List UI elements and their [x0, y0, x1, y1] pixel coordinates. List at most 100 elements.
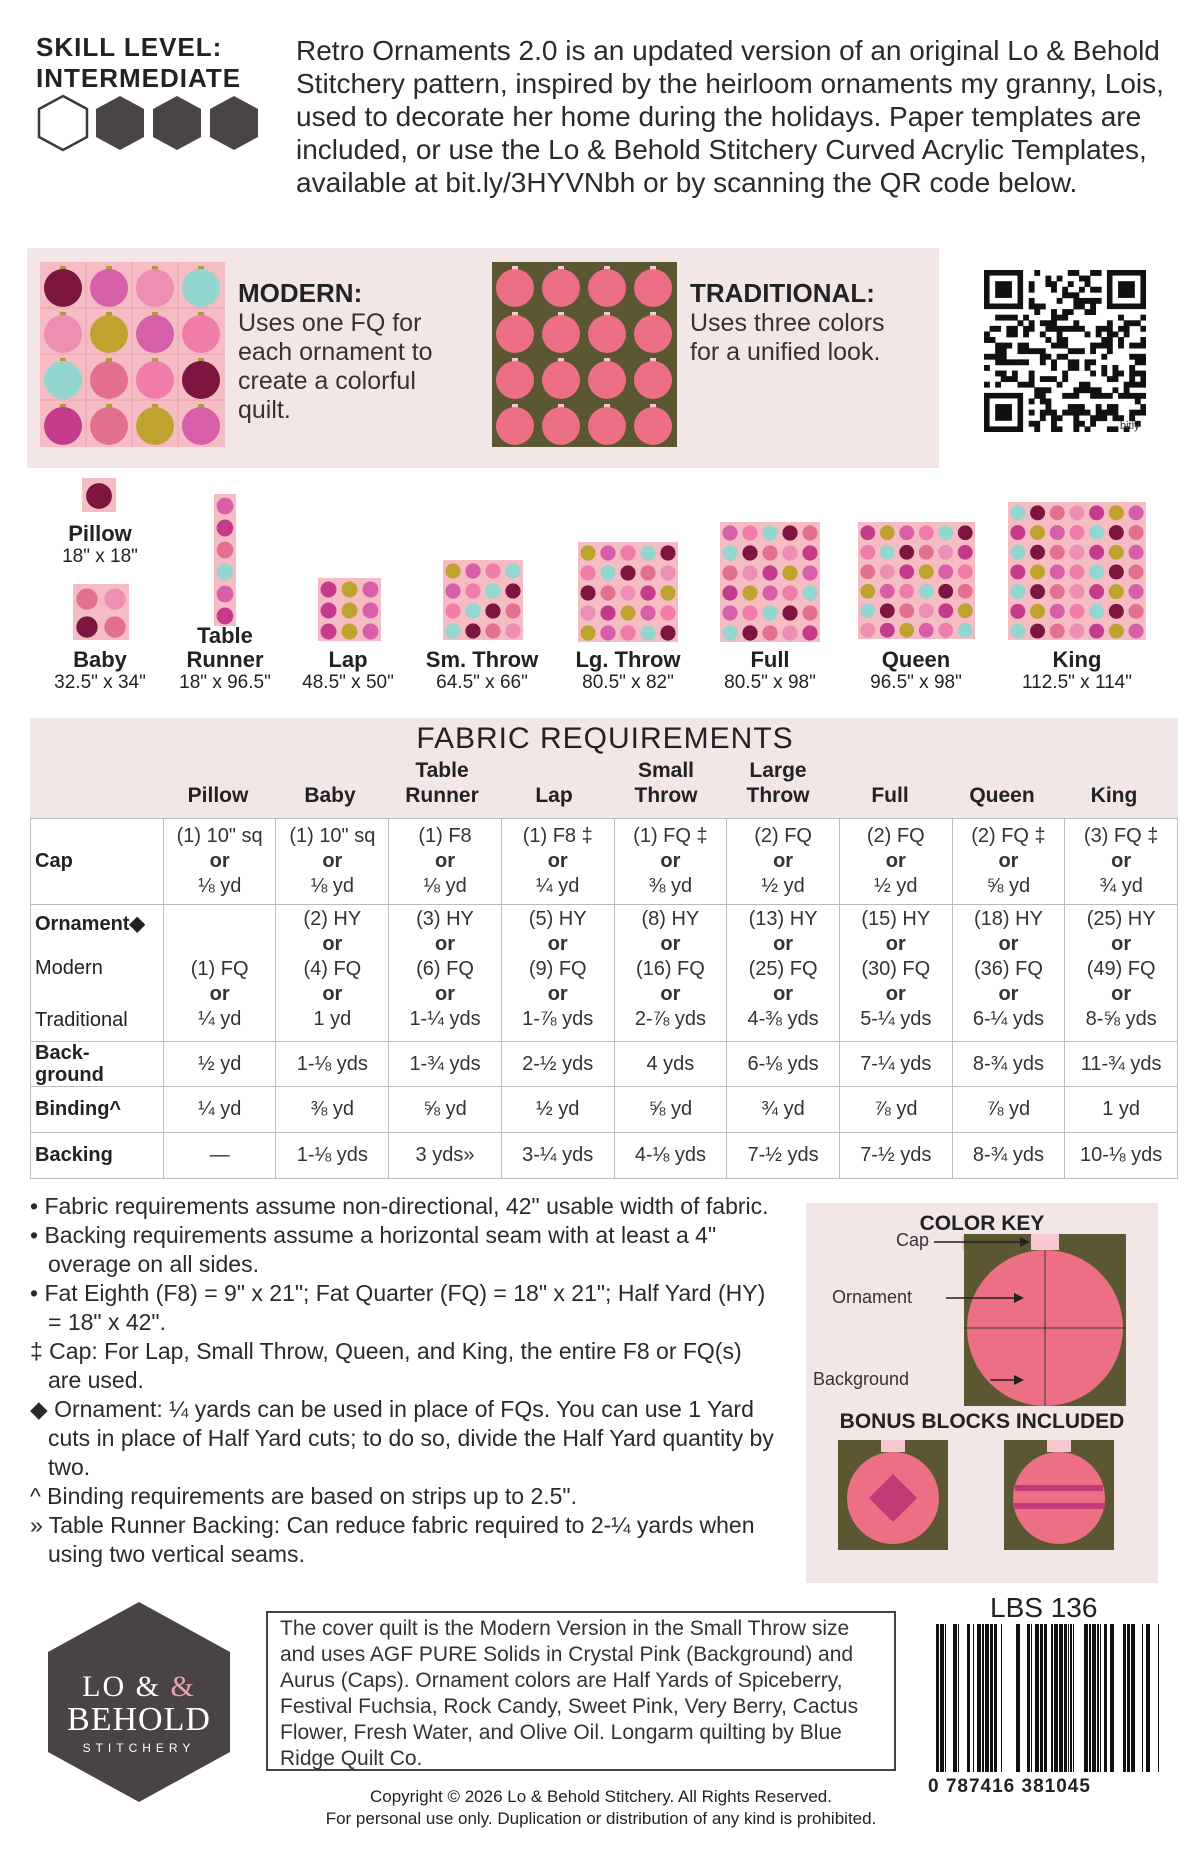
- binding-value: ⅞ yd: [874, 1098, 918, 1120]
- bonus-blocks-title: BONUS BLOCKS INCLUDED: [839, 1410, 1125, 1433]
- copyright-line-1: Copyright © 2026 Lo & Behold Stitchery. …: [369, 1787, 832, 1806]
- note-item: • Fat Eighth (F8) = 9" x 21"; Fat Quarte…: [30, 1280, 766, 1335]
- cap-row: Cap (1) 10" sq or ⅛ yd (1) 10" sq or ⅛ yd (1) F…: [30, 818, 1178, 905]
- ornament-row: Ornament◆ Modern Traditional (1) FQ or ¼ yd (…: [30, 904, 1178, 1042]
- binding-value: 1 yd: [1102, 1098, 1141, 1120]
- cap-cut: (1) 10" sq: [176, 825, 263, 847]
- note-item: ^ Binding requirements are based on stri…: [30, 1483, 577, 1509]
- size-dimensions: 32.5" x 34": [54, 672, 146, 693]
- traditional-label: Traditional: [35, 1009, 128, 1031]
- logo-line-1: LO &: [82, 1670, 170, 1703]
- note-item: ‡ Cap: For Lap, Small Throw, Queen, and …: [30, 1338, 742, 1393]
- ornament-hy: (3) HY: [416, 908, 474, 930]
- key-cap-rect: [1031, 1234, 1059, 1250]
- background-value: 8-¾ yds: [972, 1052, 1045, 1075]
- color-key-block: [934, 1234, 1126, 1406]
- key-cap-label: Cap: [896, 1230, 930, 1250]
- skill-hex-1: [37, 94, 89, 152]
- fabric-requirements-title: FABRIC REQUIREMENTS: [416, 722, 794, 755]
- or-word: or: [547, 850, 568, 872]
- cap-yardage: ¾ yd: [1099, 875, 1143, 897]
- cap-yardage: ½ yd: [874, 875, 918, 897]
- cap-cut: (1) FQ ‡: [633, 825, 708, 847]
- cap-cut: (2) FQ: [866, 825, 925, 847]
- traditional-text: Uses three colors for a unified look.: [690, 309, 885, 366]
- or-word: or: [773, 850, 794, 872]
- or-word: or: [209, 850, 230, 872]
- ornament-fq: (1) FQ: [190, 958, 249, 980]
- ornament-hy: (8) HY: [641, 908, 700, 930]
- or-word: or: [322, 983, 343, 1005]
- cap-cut: (3) FQ ‡: [1083, 825, 1159, 847]
- qr-caption: bitly: [1120, 420, 1140, 432]
- skill-hex-3: [153, 96, 201, 150]
- backing-value: 3 yds»: [415, 1144, 475, 1166]
- cap-cut: (1) F8 ‡: [522, 825, 593, 847]
- background-value: 7-¼ yds: [860, 1052, 932, 1075]
- or-word: or: [998, 933, 1019, 955]
- binding-value: ¼ yd: [197, 1098, 242, 1120]
- background-value: 1-¾ yds: [409, 1052, 481, 1075]
- column-header: Baby: [304, 784, 356, 807]
- column-header: Table Runner: [405, 759, 479, 807]
- column-header: Pillow: [187, 784, 249, 807]
- ornament-hy: (18) HY: [974, 908, 1043, 930]
- size-thumb-8: [1008, 502, 1146, 640]
- binding-value: ⅝ yd: [423, 1098, 467, 1120]
- size-thumb-0: [82, 478, 116, 512]
- column-header: King: [1090, 784, 1138, 807]
- copyright: Copyright © 2026 Lo & Behold Stitchery. …: [266, 1786, 936, 1830]
- or-word: or: [1111, 983, 1132, 1005]
- cap-cut: (2) FQ ‡: [971, 825, 1046, 847]
- background-value: ½ yd: [197, 1052, 242, 1075]
- key-background-label: Background: [813, 1369, 910, 1389]
- cap-cut: (2) FQ: [754, 825, 812, 847]
- binding-value: ½ yd: [536, 1098, 580, 1120]
- size-dimensions: 112.5" x 114": [1022, 672, 1132, 693]
- column-header: Small Throw: [634, 759, 698, 807]
- or-word: or: [660, 850, 681, 872]
- svg-text:LO & &: LO & &: [82, 1670, 196, 1703]
- background-value: 2-½ yds: [522, 1052, 594, 1075]
- backing-value: 10-⅛ yds: [1080, 1144, 1163, 1166]
- skill-hex-2: [96, 96, 144, 150]
- or-word: or: [660, 933, 681, 955]
- size-name: Pillow: [68, 521, 132, 546]
- note-item: • Fabric requirements assume non-directi…: [30, 1193, 769, 1219]
- sku: LBS 136: [990, 1592, 1098, 1623]
- qr-code[interactable]: [984, 270, 1146, 432]
- copyright-line-2: For personal use only. Duplication or di…: [325, 1809, 877, 1828]
- modern-title: MODERN: [238, 278, 354, 308]
- backing-value: 8-¾ yds: [972, 1144, 1045, 1166]
- ornament-hy: (13) HY: [748, 908, 818, 930]
- modern-quilt-thumbnail: [40, 262, 225, 447]
- size-thumb-1: [73, 584, 129, 640]
- cap-yardage: ¼ yd: [536, 875, 580, 897]
- ornament-traditional: 1-⅞ yds: [522, 1008, 594, 1030]
- binding-row: Binding^ ¼ yd ⅜ yd ⅝ yd ½ yd ⅝ yd ¾ yd ⅞ yd ⅞ yd…: [30, 1086, 1178, 1133]
- row-label-2: ground: [35, 1064, 104, 1086]
- size-name: Baby: [73, 647, 127, 672]
- or-word: or: [773, 983, 794, 1005]
- ornament-fq: (49) FQ: [1086, 958, 1156, 980]
- ornament-hy: (15) HY: [861, 908, 931, 930]
- or-word: or: [435, 983, 456, 1005]
- ornament-fq: (6) FQ: [416, 958, 474, 980]
- backing-value: 7-½ yds: [747, 1144, 819, 1166]
- lo-and-behold-logo: LO & & BEHOLD STITCHERY: [48, 1602, 230, 1802]
- size-thumb-4: [443, 560, 523, 640]
- size-dimensions: 80.5" x 98": [724, 672, 816, 693]
- or-word: or: [435, 933, 456, 955]
- color-key-title: COLOR KEY: [919, 1212, 1045, 1235]
- backing-value: 1-⅛ yds: [296, 1144, 368, 1166]
- backing-value: 4-⅛ yds: [634, 1144, 706, 1166]
- size-dimensions: 96.5" x 98": [870, 672, 962, 693]
- ornament-fq: (36) FQ: [974, 958, 1043, 980]
- background-row: Back-ground ½ yd 1-⅛ yds 1-¾ yds 2-½ yds 4 yd…: [30, 1041, 1178, 1087]
- cap-yardage: ⅛ yd: [197, 875, 242, 897]
- note-item: ◆ Ornament: ¼ yards can be used in place…: [30, 1396, 774, 1480]
- skill-hex-4: [210, 96, 258, 150]
- or-word: or: [885, 983, 906, 1005]
- binding-value: ¾ yd: [761, 1098, 805, 1120]
- or-word: or: [1111, 933, 1132, 955]
